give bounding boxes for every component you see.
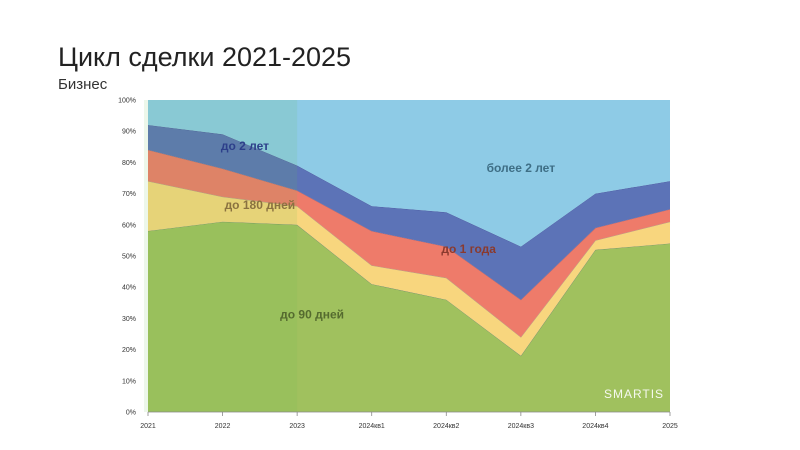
area-1: [148, 221, 670, 412]
watermark-logo: SMARTIS: [604, 387, 664, 401]
x-tick-label: 2021: [140, 423, 156, 430]
x-tick-label: 2024кв1: [359, 423, 385, 430]
chart-title: Цикл сделки 2021-2025: [58, 42, 352, 72]
y-tick-label: 50%: [122, 254, 136, 261]
y-tick-label: 20%: [122, 347, 136, 354]
series-label-2: до 180 дней: [225, 198, 296, 212]
y-tick-label: 80%: [122, 160, 136, 167]
x-tick-label: 2025: [662, 423, 678, 430]
series-label-4: до 2 лет: [221, 139, 269, 153]
highlight-band: [144, 100, 298, 412]
x-tick-label: 2023: [289, 423, 305, 430]
y-tick-label: 70%: [122, 191, 136, 198]
series-label-5: более 2 лет: [487, 161, 556, 175]
x-tick-label: 2022: [215, 423, 231, 430]
x-tick-label: 2024кв3: [508, 423, 534, 430]
y-tick-label: 100%: [118, 98, 136, 105]
y-tick-label: 60%: [122, 222, 136, 229]
x-tick-label: 2024кв2: [433, 423, 459, 430]
y-tick-label: 40%: [122, 285, 136, 292]
chart-subtitle: Бизнес: [58, 76, 108, 93]
x-tick-label: 2024кв4: [582, 423, 608, 430]
series-label-1: до 90 дней: [280, 307, 344, 321]
y-tick-label: 10%: [122, 378, 136, 385]
area-3: [148, 149, 670, 338]
series-label-3: до 1 года: [441, 242, 496, 256]
area-2: [148, 181, 670, 356]
y-tick-label: 90%: [122, 129, 136, 136]
area-4: [148, 125, 670, 300]
y-tick-label: 0%: [126, 410, 136, 417]
y-tick-label: 30%: [122, 316, 136, 323]
area-5: [148, 100, 670, 247]
